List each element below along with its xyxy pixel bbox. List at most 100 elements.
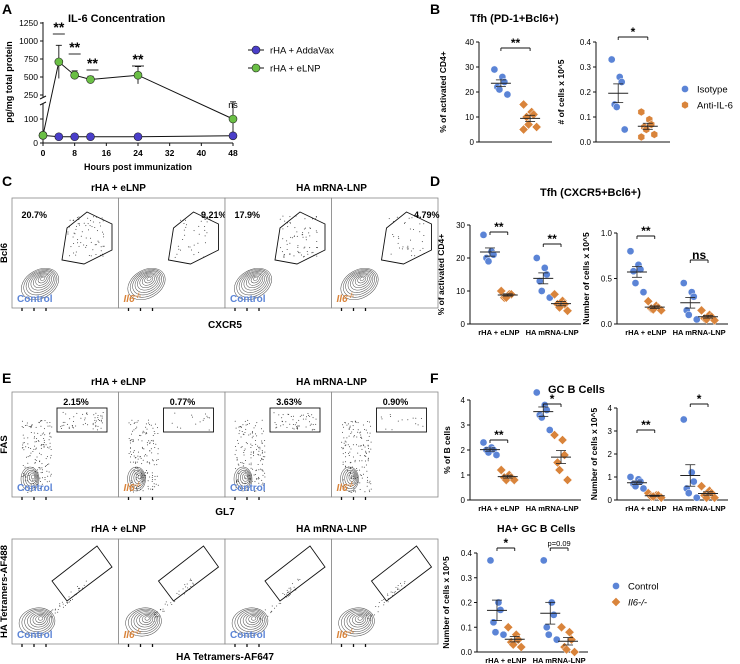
flow-plot-frame <box>11 538 119 645</box>
event-dot <box>410 239 412 241</box>
event-dot <box>136 477 138 479</box>
event-dot <box>73 421 75 423</box>
event-dot <box>369 480 371 482</box>
panel-letter-b: B <box>430 1 440 17</box>
event-dot <box>239 426 241 428</box>
event-dot <box>238 472 240 474</box>
event-dot <box>296 235 298 237</box>
event-dot <box>356 468 358 470</box>
event-dot <box>100 420 102 422</box>
event-dot <box>27 456 29 458</box>
event-dot <box>91 226 93 228</box>
event-dot <box>414 255 416 257</box>
event-dot <box>98 419 100 421</box>
event-dot <box>46 422 48 424</box>
event-dot <box>141 480 143 482</box>
event-dot <box>68 427 70 429</box>
event-dot <box>60 426 62 428</box>
event-dot <box>98 241 100 243</box>
event-dot <box>31 424 33 426</box>
event-dot <box>130 456 132 458</box>
event-dot <box>252 468 254 470</box>
event-dot <box>132 451 134 453</box>
contour-ring <box>24 469 38 487</box>
contour-ring <box>234 268 272 300</box>
annotation-label: ns <box>228 100 238 110</box>
event-dot <box>27 443 29 445</box>
data-point <box>479 231 488 239</box>
event-dot <box>254 439 256 441</box>
event-dot <box>342 461 344 463</box>
dot-group-treated <box>696 305 720 326</box>
event-dot <box>344 452 346 454</box>
event-dot <box>77 239 79 241</box>
data-point <box>70 70 79 80</box>
event-dot <box>357 481 359 483</box>
contour-ring <box>236 269 271 298</box>
event-dot <box>160 609 162 611</box>
y-tick-label: 0.3 <box>580 63 592 72</box>
event-dot <box>296 427 298 429</box>
event-dot <box>153 614 155 616</box>
event-dot <box>187 587 189 589</box>
contour-ring <box>30 272 52 291</box>
dot-plot-d1: 0 10 20 30 % of activated CD4+ rHA + eLNP HA m… <box>436 220 581 337</box>
contour-ring <box>231 607 269 637</box>
event-dot <box>246 489 248 491</box>
event-dot <box>396 589 398 591</box>
event-dot <box>359 474 361 476</box>
event-dot <box>374 614 376 616</box>
event-dot <box>283 256 285 258</box>
event-dot <box>352 456 354 458</box>
event-dot <box>258 477 260 479</box>
event-dot <box>358 460 360 462</box>
event-dot <box>262 430 264 432</box>
event-dot <box>312 424 314 426</box>
event-dot <box>236 458 238 460</box>
event-dot <box>131 453 133 455</box>
event-dot <box>419 231 421 233</box>
event-dot <box>257 463 259 465</box>
y-tick-label: 0.1 <box>461 623 473 632</box>
event-dot <box>152 489 154 491</box>
gate-percent: 2.15% <box>63 397 89 407</box>
event-dot <box>290 236 292 238</box>
event-dot <box>94 422 96 424</box>
event-dot <box>256 478 258 480</box>
event-dot <box>149 476 151 478</box>
event-dot <box>133 423 135 425</box>
event-dot <box>131 419 133 421</box>
event-dot <box>264 456 266 458</box>
event-dot <box>148 422 150 424</box>
event-dot <box>251 437 253 439</box>
event-dot <box>40 472 42 474</box>
event-dot <box>401 419 403 421</box>
contour-ring <box>343 610 372 632</box>
event-dot <box>368 435 370 437</box>
y-axis-title: # of cells x 10^5 <box>556 59 566 124</box>
event-dot <box>206 221 208 223</box>
event-dot <box>177 245 179 247</box>
event-dot <box>312 428 314 430</box>
event-dot <box>388 218 390 220</box>
flow-plot: 3.63% Control <box>224 391 332 500</box>
event-dot <box>180 219 182 221</box>
legend-label: rHA + AddaVax <box>270 46 334 57</box>
event-dot <box>154 616 156 618</box>
contour-ring <box>27 611 51 630</box>
event-dot <box>137 469 139 471</box>
event-dot <box>262 482 264 484</box>
event-dot <box>101 231 103 233</box>
event-dot <box>152 440 154 442</box>
event-dot <box>157 448 159 450</box>
x-category-label: HA mRNA-LNP <box>673 504 726 513</box>
data-point <box>539 556 548 565</box>
event-dot <box>264 439 266 441</box>
y-axis-title: Number of cells x 10^5 <box>581 232 591 325</box>
event-dot <box>275 427 277 429</box>
event-dot <box>157 453 159 455</box>
event-dot <box>45 444 47 446</box>
significance-label: * <box>550 392 555 406</box>
event-dot <box>41 433 43 435</box>
event-dot <box>35 480 37 482</box>
